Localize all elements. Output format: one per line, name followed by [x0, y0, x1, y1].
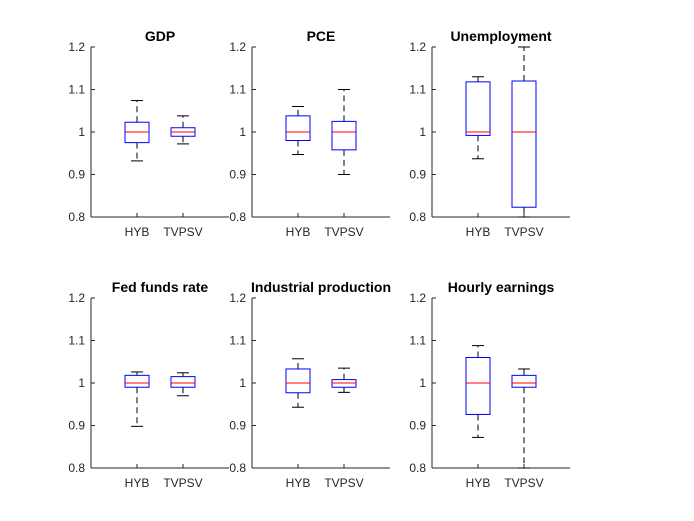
box-iqr	[465, 357, 491, 415]
box-hyb	[465, 345, 491, 438]
panel-title: Hourly earnings	[448, 279, 555, 295]
y-tick-label: 1.1	[229, 83, 246, 97]
y-tick-label: 0.8	[409, 210, 426, 224]
box-tvpsv	[511, 46, 537, 218]
y-tick-label: 0.8	[229, 210, 246, 224]
y-tick-label: 1.2	[409, 291, 426, 305]
y-tick-label: 1.1	[68, 334, 85, 348]
box-hyb	[285, 358, 311, 408]
box-hyb	[285, 106, 311, 156]
box-iqr	[331, 120, 357, 151]
x-tick-label: TVPSV	[504, 225, 543, 239]
box-iqr	[465, 81, 491, 136]
y-tick-label: 1.1	[68, 83, 85, 97]
box-tvpsv	[170, 115, 196, 145]
box-iqr	[285, 115, 311, 141]
x-tick-label: HYB	[286, 225, 311, 239]
box-tvpsv	[511, 368, 537, 469]
panel-title: PCE	[307, 28, 336, 44]
panel-3: Unemployment 0.8 0.9 1 1.1 1.2 HYB TVPSV	[409, 28, 570, 239]
box-hyb	[124, 371, 150, 427]
y-tick-label: 1	[239, 376, 246, 390]
x-tick-label: HYB	[286, 476, 311, 490]
x-tick-label: HYB	[466, 476, 491, 490]
x-tick-label: HYB	[466, 225, 491, 239]
y-tick-label: 0.9	[409, 419, 426, 433]
y-tick-label: 1.1	[409, 83, 426, 97]
y-tick-label: 1.2	[68, 291, 85, 305]
y-tick-label: 0.9	[68, 168, 85, 182]
box-tvpsv	[331, 367, 357, 393]
x-tick-label: TVPSV	[163, 225, 202, 239]
y-tick-label: 0.9	[68, 419, 85, 433]
x-tick-label: HYB	[125, 225, 150, 239]
panel-1: GDP 0.8 0.9 1 1.1 1.2 HYB TVPSV	[68, 28, 229, 239]
box-tvpsv	[331, 89, 357, 175]
box-hyb	[465, 76, 491, 160]
box-iqr	[511, 80, 537, 208]
box-iqr	[511, 374, 537, 388]
y-tick-label: 1.1	[409, 334, 426, 348]
box-iqr	[285, 368, 311, 394]
y-tick-label: 1	[419, 125, 426, 139]
y-tick-label: 1.2	[229, 291, 246, 305]
y-tick-label: 0.9	[229, 168, 246, 182]
y-tick-label: 1.1	[229, 334, 246, 348]
box-hyb	[124, 100, 150, 162]
y-tick-label: 0.8	[229, 461, 246, 475]
x-tick-label: TVPSV	[324, 225, 363, 239]
x-tick-label: TVPSV	[324, 476, 363, 490]
y-tick-label: 1	[419, 376, 426, 390]
y-tick-label: 1	[78, 125, 85, 139]
panel-6: Hourly earnings 0.8 0.9 1 1.1 1.2 HYB TVPSV	[409, 279, 570, 490]
y-tick-label: 1.2	[68, 40, 85, 54]
y-tick-label: 0.8	[68, 461, 85, 475]
y-tick-label: 0.9	[229, 419, 246, 433]
panel-title: Unemployment	[450, 28, 551, 44]
x-tick-label: HYB	[125, 476, 150, 490]
panel-4: Fed funds rate 0.8 0.9 1 1.1 1.2 HYB TVPSV	[68, 279, 229, 490]
y-tick-label: 1	[78, 376, 85, 390]
y-tick-label: 1.2	[229, 40, 246, 54]
y-tick-label: 0.9	[409, 168, 426, 182]
y-tick-label: 0.8	[409, 461, 426, 475]
y-tick-label: 1.2	[409, 40, 426, 54]
panel-2: PCE 0.8 0.9 1 1.1 1.2 HYB TVPSV	[229, 28, 390, 239]
box-iqr	[124, 374, 150, 388]
panel-title: Fed funds rate	[112, 279, 209, 295]
x-tick-label: TVPSV	[163, 476, 202, 490]
box-iqr	[170, 376, 196, 388]
panel-5: Industrial production 0.8 0.9 1 1.1 1.2 HYB TVP…	[229, 279, 391, 490]
box-tvpsv	[170, 372, 196, 397]
panel-title: Industrial production	[251, 279, 391, 295]
panel-title: GDP	[145, 28, 175, 44]
y-tick-label: 0.8	[68, 210, 85, 224]
y-tick-label: 1	[239, 125, 246, 139]
x-tick-label: TVPSV	[504, 476, 543, 490]
